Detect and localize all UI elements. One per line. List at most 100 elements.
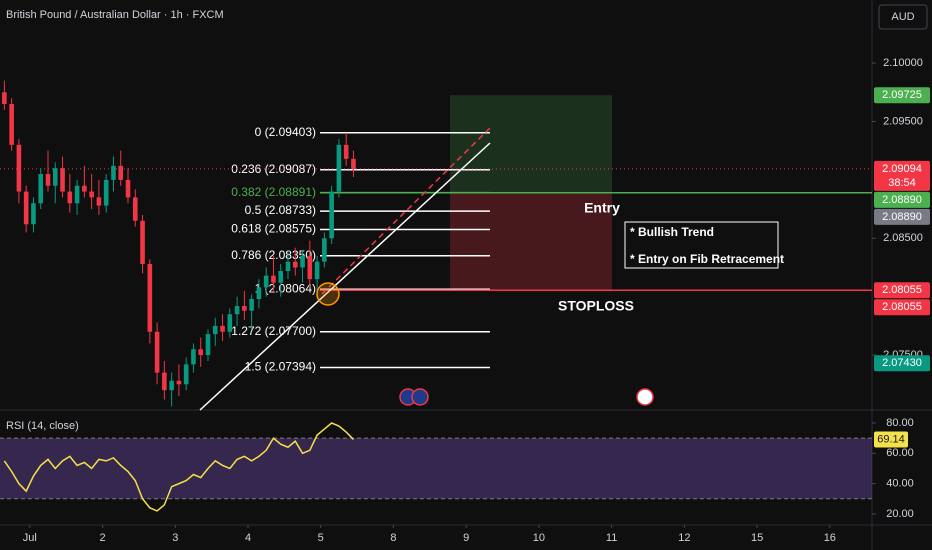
candle-body bbox=[16, 144, 22, 192]
candle-body bbox=[2, 92, 7, 104]
plot-layer: Jul 2 3 4 5 8 9 10 11 12 15 16 0 (2.09403) 0.236 (2.0… bbox=[0, 62, 914, 544]
rsi-y-tick-label: 60.00 bbox=[886, 447, 914, 459]
candle-body bbox=[191, 349, 196, 365]
note-box bbox=[624, 221, 779, 269]
candle-body bbox=[285, 261, 291, 271]
candle-body bbox=[125, 179, 131, 198]
candle-body bbox=[162, 372, 167, 391]
candle-body bbox=[9, 103, 14, 145]
fib-label: 0.618 (2.08575) bbox=[231, 222, 316, 236]
stop-loss-zone bbox=[450, 192, 612, 291]
chart-title: British Pound / Australian Dollar · 1h ·… bbox=[6, 9, 224, 21]
candle-body bbox=[234, 306, 240, 315]
x-tick-label: 2 bbox=[99, 532, 105, 544]
candle-body bbox=[263, 275, 269, 288]
trend-line bbox=[199, 142, 491, 411]
rsi-title: RSI (14, close) bbox=[6, 420, 79, 432]
x-tick-label: 15 bbox=[751, 532, 763, 544]
price-marker bbox=[874, 355, 930, 372]
candle-body bbox=[31, 203, 36, 225]
candle-body bbox=[111, 165, 116, 180]
x-tick-label: 8 bbox=[390, 532, 396, 544]
y-tick-label: 2.09500 bbox=[883, 115, 923, 127]
candle-body bbox=[60, 168, 65, 192]
x-tick-label: 16 bbox=[824, 532, 836, 544]
price-marker-label: 2.08890 bbox=[882, 194, 922, 206]
price-marker bbox=[874, 191, 930, 208]
y-tick-label: 2.10000 bbox=[883, 57, 923, 69]
fib-label: 0 (2.09403) bbox=[255, 125, 316, 139]
candle-body bbox=[52, 168, 58, 186]
candle-body bbox=[67, 191, 73, 204]
candle-body bbox=[140, 220, 145, 264]
candle-body bbox=[278, 270, 284, 283]
candle-body bbox=[242, 306, 247, 311]
stoploss-text: STOPLOSS bbox=[558, 298, 634, 314]
rsi-y-tick-label: 80.00 bbox=[886, 417, 914, 429]
rsi-value-marker bbox=[874, 431, 908, 448]
candle-body bbox=[220, 325, 225, 332]
candle-body bbox=[336, 144, 342, 192]
candle-body bbox=[45, 174, 51, 186]
candle-body bbox=[38, 174, 44, 204]
event-icon[interactable] bbox=[636, 388, 654, 406]
fib-label: 1.5 (2.07394) bbox=[245, 360, 316, 374]
countdown: 38:54 bbox=[888, 177, 916, 189]
candle-body bbox=[329, 191, 334, 239]
x-tick-label: 3 bbox=[172, 532, 178, 544]
price-marker bbox=[874, 282, 930, 299]
fib-label: 1.272 (2.07700) bbox=[231, 324, 316, 338]
candle-body bbox=[227, 314, 233, 332]
fib-label: 0.236 (2.09087) bbox=[231, 162, 316, 176]
candle-body bbox=[154, 331, 160, 373]
rsi-value-label: 69.14 bbox=[877, 433, 905, 445]
x-tick-label: 9 bbox=[463, 532, 469, 544]
candle-body bbox=[82, 185, 87, 192]
fib-label: 1 (2.08064) bbox=[255, 281, 316, 295]
x-tick-label: Jul bbox=[23, 532, 37, 544]
x-tick-label: 4 bbox=[245, 532, 251, 544]
note-text: * Bullish Trend bbox=[630, 225, 714, 239]
rsi-line bbox=[3, 422, 354, 512]
event-icon[interactable] bbox=[411, 388, 429, 406]
price-marker bbox=[874, 160, 930, 191]
candle-body bbox=[256, 287, 262, 300]
candle-body bbox=[23, 191, 29, 225]
fib-label: 0.382 (2.08891) bbox=[231, 185, 316, 199]
price-marker-label: 2.09725 bbox=[882, 89, 922, 101]
x-tick-label: 5 bbox=[318, 532, 324, 544]
candle-body bbox=[74, 185, 80, 204]
entry-text: Entry bbox=[584, 200, 620, 216]
x-tick-label: 10 bbox=[533, 532, 545, 544]
price-marker-label: 2.08890 bbox=[882, 211, 922, 223]
x-tick-label: 12 bbox=[678, 532, 690, 544]
candle-body bbox=[292, 261, 298, 268]
candle-body bbox=[198, 349, 204, 356]
rsi-y-tick-label: 20.00 bbox=[886, 508, 914, 520]
candle-body bbox=[183, 364, 189, 385]
candle-body bbox=[271, 275, 276, 283]
price-marker bbox=[874, 299, 930, 316]
price-marker-label: 2.08055 bbox=[882, 284, 922, 296]
y-tick-label: 2.08500 bbox=[883, 232, 923, 244]
candle-body bbox=[314, 261, 320, 280]
price-marker bbox=[874, 87, 930, 104]
price-marker-label: 2.07430 bbox=[882, 357, 922, 369]
candle-body bbox=[343, 144, 349, 159]
currency-button[interactable] bbox=[878, 4, 928, 30]
candle-body bbox=[249, 299, 254, 311]
candle-body bbox=[307, 255, 313, 280]
candle-body bbox=[212, 325, 218, 335]
candle-body bbox=[96, 197, 102, 206]
currency[interactable]: AUD bbox=[891, 11, 914, 23]
candle-body bbox=[176, 380, 182, 385]
rsi-band bbox=[0, 438, 872, 499]
price-marker-label: 2.08055 bbox=[882, 301, 922, 313]
candle-body bbox=[132, 197, 138, 221]
rsi-y-tick-label: 40.00 bbox=[886, 478, 914, 490]
price-marker-label: 2.09094 bbox=[882, 163, 922, 175]
candle-body bbox=[89, 191, 94, 198]
note-text: * Entry on Fib Retracement bbox=[630, 252, 784, 266]
candle-body bbox=[147, 263, 153, 332]
